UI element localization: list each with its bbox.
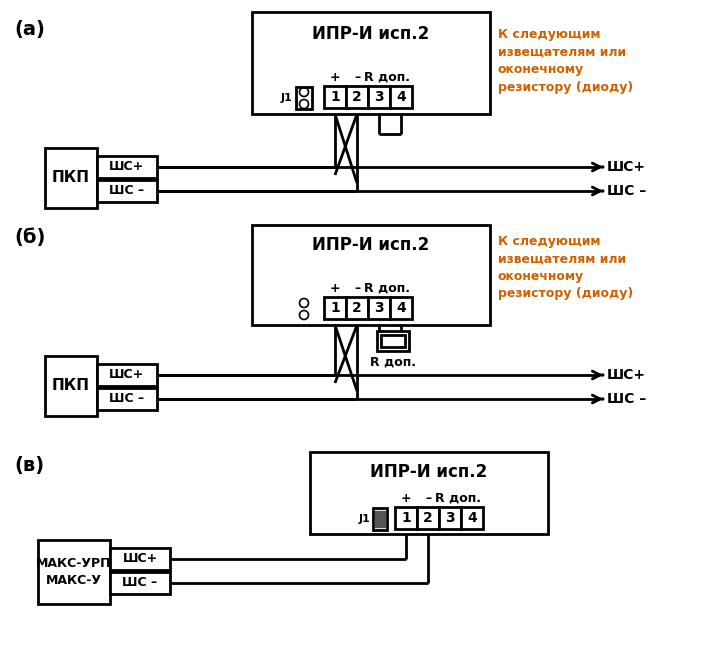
Text: 4: 4	[467, 511, 477, 525]
Bar	[45, 148, 97, 208]
Bar	[368, 86, 390, 108]
Text: 4: 4	[396, 301, 406, 315]
Text: ШС –: ШС –	[607, 392, 646, 406]
Text: J1: J1	[280, 93, 292, 103]
Text: –: –	[354, 282, 360, 295]
Text: К следующим
извещателям или
оконечному
резистору (диоду): К следующим извещателям или оконечному р…	[498, 235, 633, 301]
Text: +: +	[400, 492, 411, 505]
Bar	[252, 225, 490, 325]
Text: R доп.: R доп.	[364, 282, 410, 295]
Text: 3: 3	[374, 301, 384, 315]
Bar	[461, 507, 483, 529]
Bar	[324, 86, 346, 108]
Bar	[390, 86, 412, 108]
Text: ПКП: ПКП	[52, 170, 90, 186]
Bar	[110, 572, 170, 594]
Text: ШС+: ШС+	[607, 368, 646, 382]
Bar	[439, 507, 461, 529]
Text: (в): (в)	[14, 456, 44, 475]
Text: ПКП: ПКП	[52, 378, 90, 393]
Bar	[346, 86, 368, 108]
Text: ШС –: ШС –	[109, 393, 145, 405]
Bar	[38, 540, 110, 604]
Bar	[377, 331, 409, 351]
Text: ШС+: ШС+	[109, 368, 145, 382]
Bar	[45, 356, 97, 416]
Text: 1: 1	[330, 90, 340, 104]
Bar	[296, 87, 312, 109]
Text: ШС+: ШС+	[122, 553, 158, 565]
Text: ИПР-И исп.2: ИПР-И исп.2	[371, 463, 488, 481]
Text: ШС –: ШС –	[122, 576, 158, 590]
Bar	[368, 297, 390, 319]
Text: +: +	[329, 282, 340, 295]
Text: МАКС-УРП
МАКС-У: МАКС-УРП МАКС-У	[36, 557, 111, 587]
Text: 3: 3	[374, 90, 384, 104]
Text: 2: 2	[352, 301, 362, 315]
Text: J1: J1	[359, 514, 370, 524]
Bar	[417, 507, 439, 529]
Text: ИПР-И исп.2: ИПР-И исп.2	[312, 25, 430, 43]
Bar	[97, 180, 157, 202]
Text: ШС+: ШС+	[109, 161, 145, 174]
Bar	[310, 452, 548, 534]
Bar	[395, 507, 417, 529]
Text: К следующим
извещателям или
оконечному
резистору (диоду): К следующим извещателям или оконечному р…	[498, 28, 633, 93]
Text: 1: 1	[330, 301, 340, 315]
Bar	[110, 548, 170, 570]
Bar	[97, 364, 157, 386]
Bar	[324, 297, 346, 319]
Bar	[252, 12, 490, 114]
Text: ШС –: ШС –	[607, 184, 646, 198]
Text: R доп.: R доп.	[370, 356, 416, 369]
Text: ШС+: ШС+	[607, 160, 646, 174]
Bar	[375, 511, 385, 527]
Text: 1: 1	[401, 511, 411, 525]
Text: (б): (б)	[14, 228, 45, 247]
Bar	[381, 335, 405, 347]
Text: 4: 4	[396, 90, 406, 104]
Text: R доп.: R доп.	[435, 492, 481, 505]
Text: (а): (а)	[14, 20, 45, 39]
Text: +: +	[329, 71, 340, 84]
Text: –: –	[354, 71, 360, 84]
Text: 2: 2	[352, 90, 362, 104]
Bar	[390, 297, 412, 319]
Text: –: –	[425, 492, 431, 505]
Text: ШС –: ШС –	[109, 184, 145, 197]
Bar	[97, 388, 157, 410]
Bar	[97, 156, 157, 178]
Text: 3: 3	[445, 511, 455, 525]
Text: 2: 2	[423, 511, 433, 525]
Bar	[373, 508, 387, 530]
Text: R доп.: R доп.	[364, 71, 410, 84]
Bar	[346, 297, 368, 319]
Text: ИПР-И исп.2: ИПР-И исп.2	[312, 236, 430, 254]
